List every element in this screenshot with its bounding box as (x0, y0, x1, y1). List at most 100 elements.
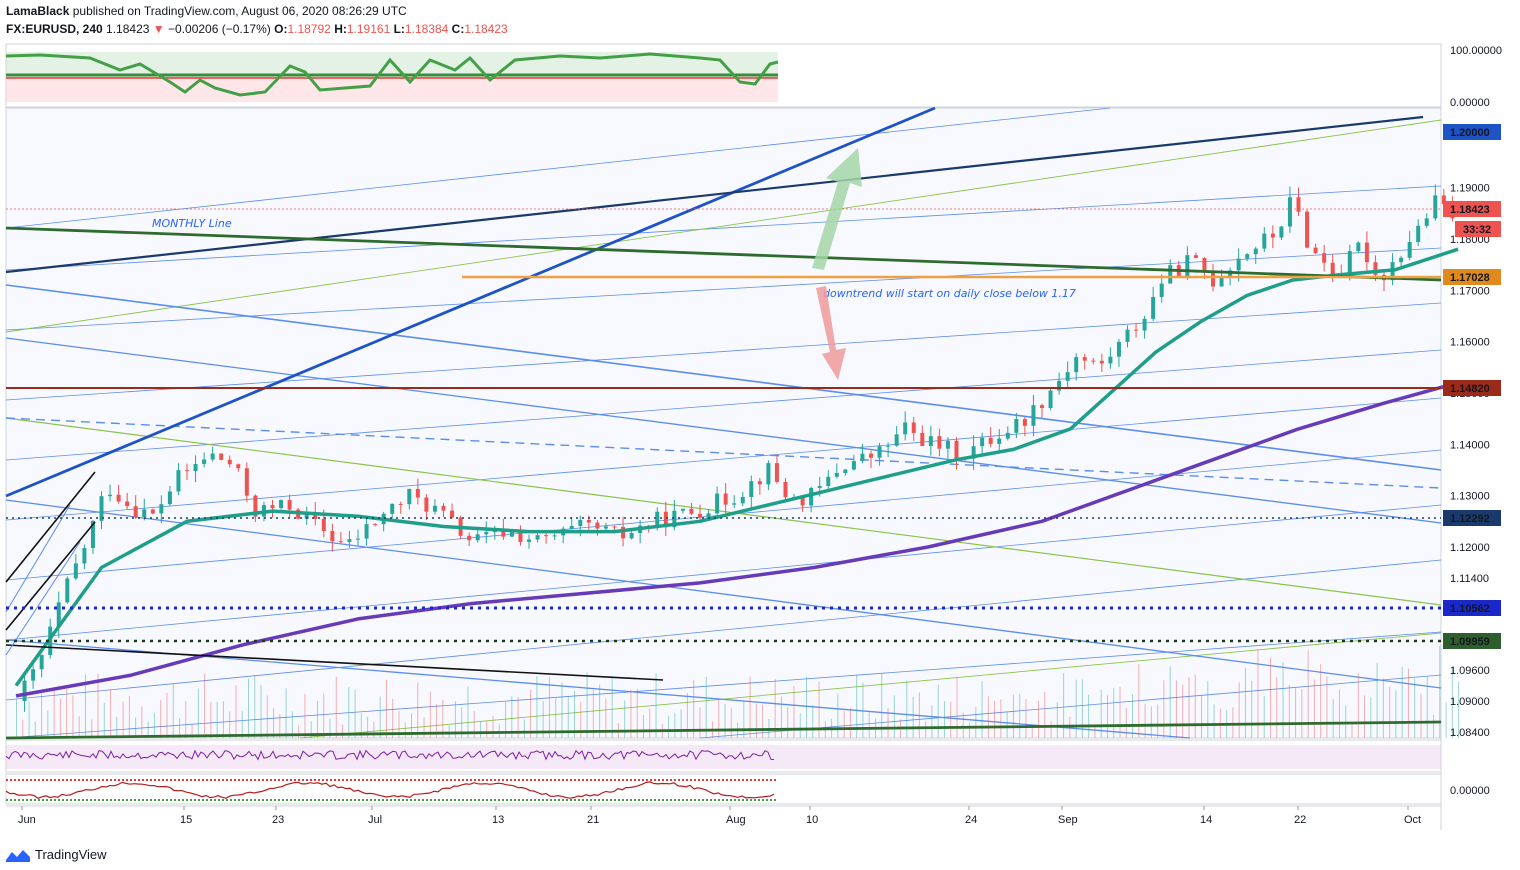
dark-green-bottom-line[interactable] (5, 720, 1442, 740)
price-tick-label: 1.08400 (1450, 727, 1490, 739)
volume-bar (1175, 680, 1177, 738)
main-pane[interactable] (5, 107, 1442, 739)
blue-trendline[interactable] (5, 106, 936, 498)
volume-bar (1288, 684, 1290, 738)
volume-bar (1125, 707, 1127, 738)
candle-body (407, 488, 412, 505)
countdown-bg (1455, 221, 1501, 237)
channel-line-up-9[interactable] (5, 631, 1442, 739)
dark-green-trendline[interactable] (5, 226, 1442, 282)
volume-bar (91, 719, 93, 738)
volume-bar (486, 721, 488, 738)
candle-body (159, 504, 164, 514)
candle-body (509, 531, 514, 537)
candle-body (424, 497, 429, 512)
volume-bar (1326, 676, 1328, 738)
volume-bar (787, 707, 789, 738)
price-tick-label: 1.09000 (1450, 696, 1490, 708)
channel-line-up-4[interactable] (5, 349, 1442, 461)
candle-body (518, 531, 523, 542)
black-trendline[interactable] (5, 644, 664, 681)
black-channel-line-2[interactable] (5, 521, 96, 631)
time-tick-label: 23 (272, 814, 284, 826)
candle-body (484, 532, 489, 535)
channel-line-down-3[interactable] (5, 499, 1442, 689)
candle-body (1082, 357, 1087, 361)
candle-body (809, 487, 814, 506)
volume-bar (222, 701, 224, 738)
open-label: O: (274, 22, 288, 36)
candle-body (1211, 272, 1215, 287)
volume-bar (241, 711, 243, 738)
monthly-line[interactable] (5, 115, 1424, 274)
volume-bar (649, 708, 651, 738)
volume-bar (1100, 689, 1102, 738)
candle-body (569, 526, 574, 529)
volume-bar (1138, 663, 1140, 738)
volume-bar (605, 698, 607, 738)
volume-bar (780, 696, 782, 738)
green-thin-up-line[interactable] (5, 119, 1442, 333)
volume-bar (1000, 699, 1002, 738)
candle-body (578, 519, 583, 527)
candle-body (1416, 225, 1421, 243)
stoch-line (5, 781, 775, 799)
volume-bar (1263, 695, 1265, 738)
green-thin-down-line[interactable] (5, 417, 1442, 606)
candle-body (783, 481, 788, 498)
green-thin-up-line-2[interactable] (299, 632, 1442, 739)
ma200-line[interactable] (15, 381, 1459, 698)
volume-bar (718, 699, 720, 738)
volume-bar (153, 712, 155, 738)
publisher-name[interactable]: LamaBlack (6, 4, 70, 18)
volume-bar (937, 684, 939, 738)
candle-body (219, 453, 224, 460)
channel-line-up-1[interactable] (5, 185, 1442, 271)
blue-channel-short-2[interactable] (5, 541, 81, 656)
volume-bar (436, 703, 438, 738)
volume-bar (599, 684, 601, 738)
channel-line-up-7[interactable] (5, 504, 1442, 641)
countdown-label: 33:32 (1463, 224, 1491, 236)
channel-line-up-5[interactable] (5, 397, 1442, 521)
volume-bar (586, 672, 588, 738)
candle-body (945, 440, 950, 449)
candle-body (706, 513, 711, 518)
volume-bar (47, 710, 49, 738)
channel-line-down-2[interactable] (5, 337, 1442, 524)
stoch-axis-zero: 0.00000 (1450, 785, 1490, 797)
blue-channel-short-1[interactable] (5, 504, 71, 613)
black-channel-line-1[interactable] (5, 471, 96, 583)
volume-bar (1169, 666, 1171, 738)
symbol-label[interactable]: FX:EURUSD, 240 (6, 22, 103, 36)
volume-bar (668, 715, 670, 738)
time-tick-label: Aug (726, 814, 746, 826)
ema-line[interactable] (14, 247, 1459, 687)
volume-bar (373, 721, 375, 738)
candle-body (330, 531, 335, 542)
volume-bar (1006, 712, 1008, 738)
volume-bar (743, 700, 745, 738)
volume-bar (1163, 680, 1165, 738)
candle-body (1407, 242, 1412, 258)
candle-body (108, 494, 113, 497)
time-tick-label: 10 (806, 814, 818, 826)
channel-line-up-0[interactable] (5, 107, 1111, 229)
tradingview-logo[interactable]: TradingView (6, 847, 107, 862)
candle-body (1228, 270, 1233, 278)
volume-bar (59, 698, 61, 738)
volume-bar (1213, 704, 1215, 738)
level-badge-3: 1.10562 (1450, 603, 1490, 615)
candle-body (1202, 257, 1207, 273)
volume-bar (1451, 666, 1453, 738)
level-badge-4: 1.09959 (1450, 636, 1490, 648)
volume-bar (906, 680, 908, 738)
volume-bar (467, 686, 469, 738)
volume-bar (260, 684, 262, 738)
channel-line-up-8[interactable] (5, 559, 1442, 701)
channel-line-down-1[interactable] (5, 284, 1442, 471)
volume-bar (680, 709, 682, 738)
volume-bar (210, 701, 212, 738)
volume-bar (141, 706, 143, 738)
